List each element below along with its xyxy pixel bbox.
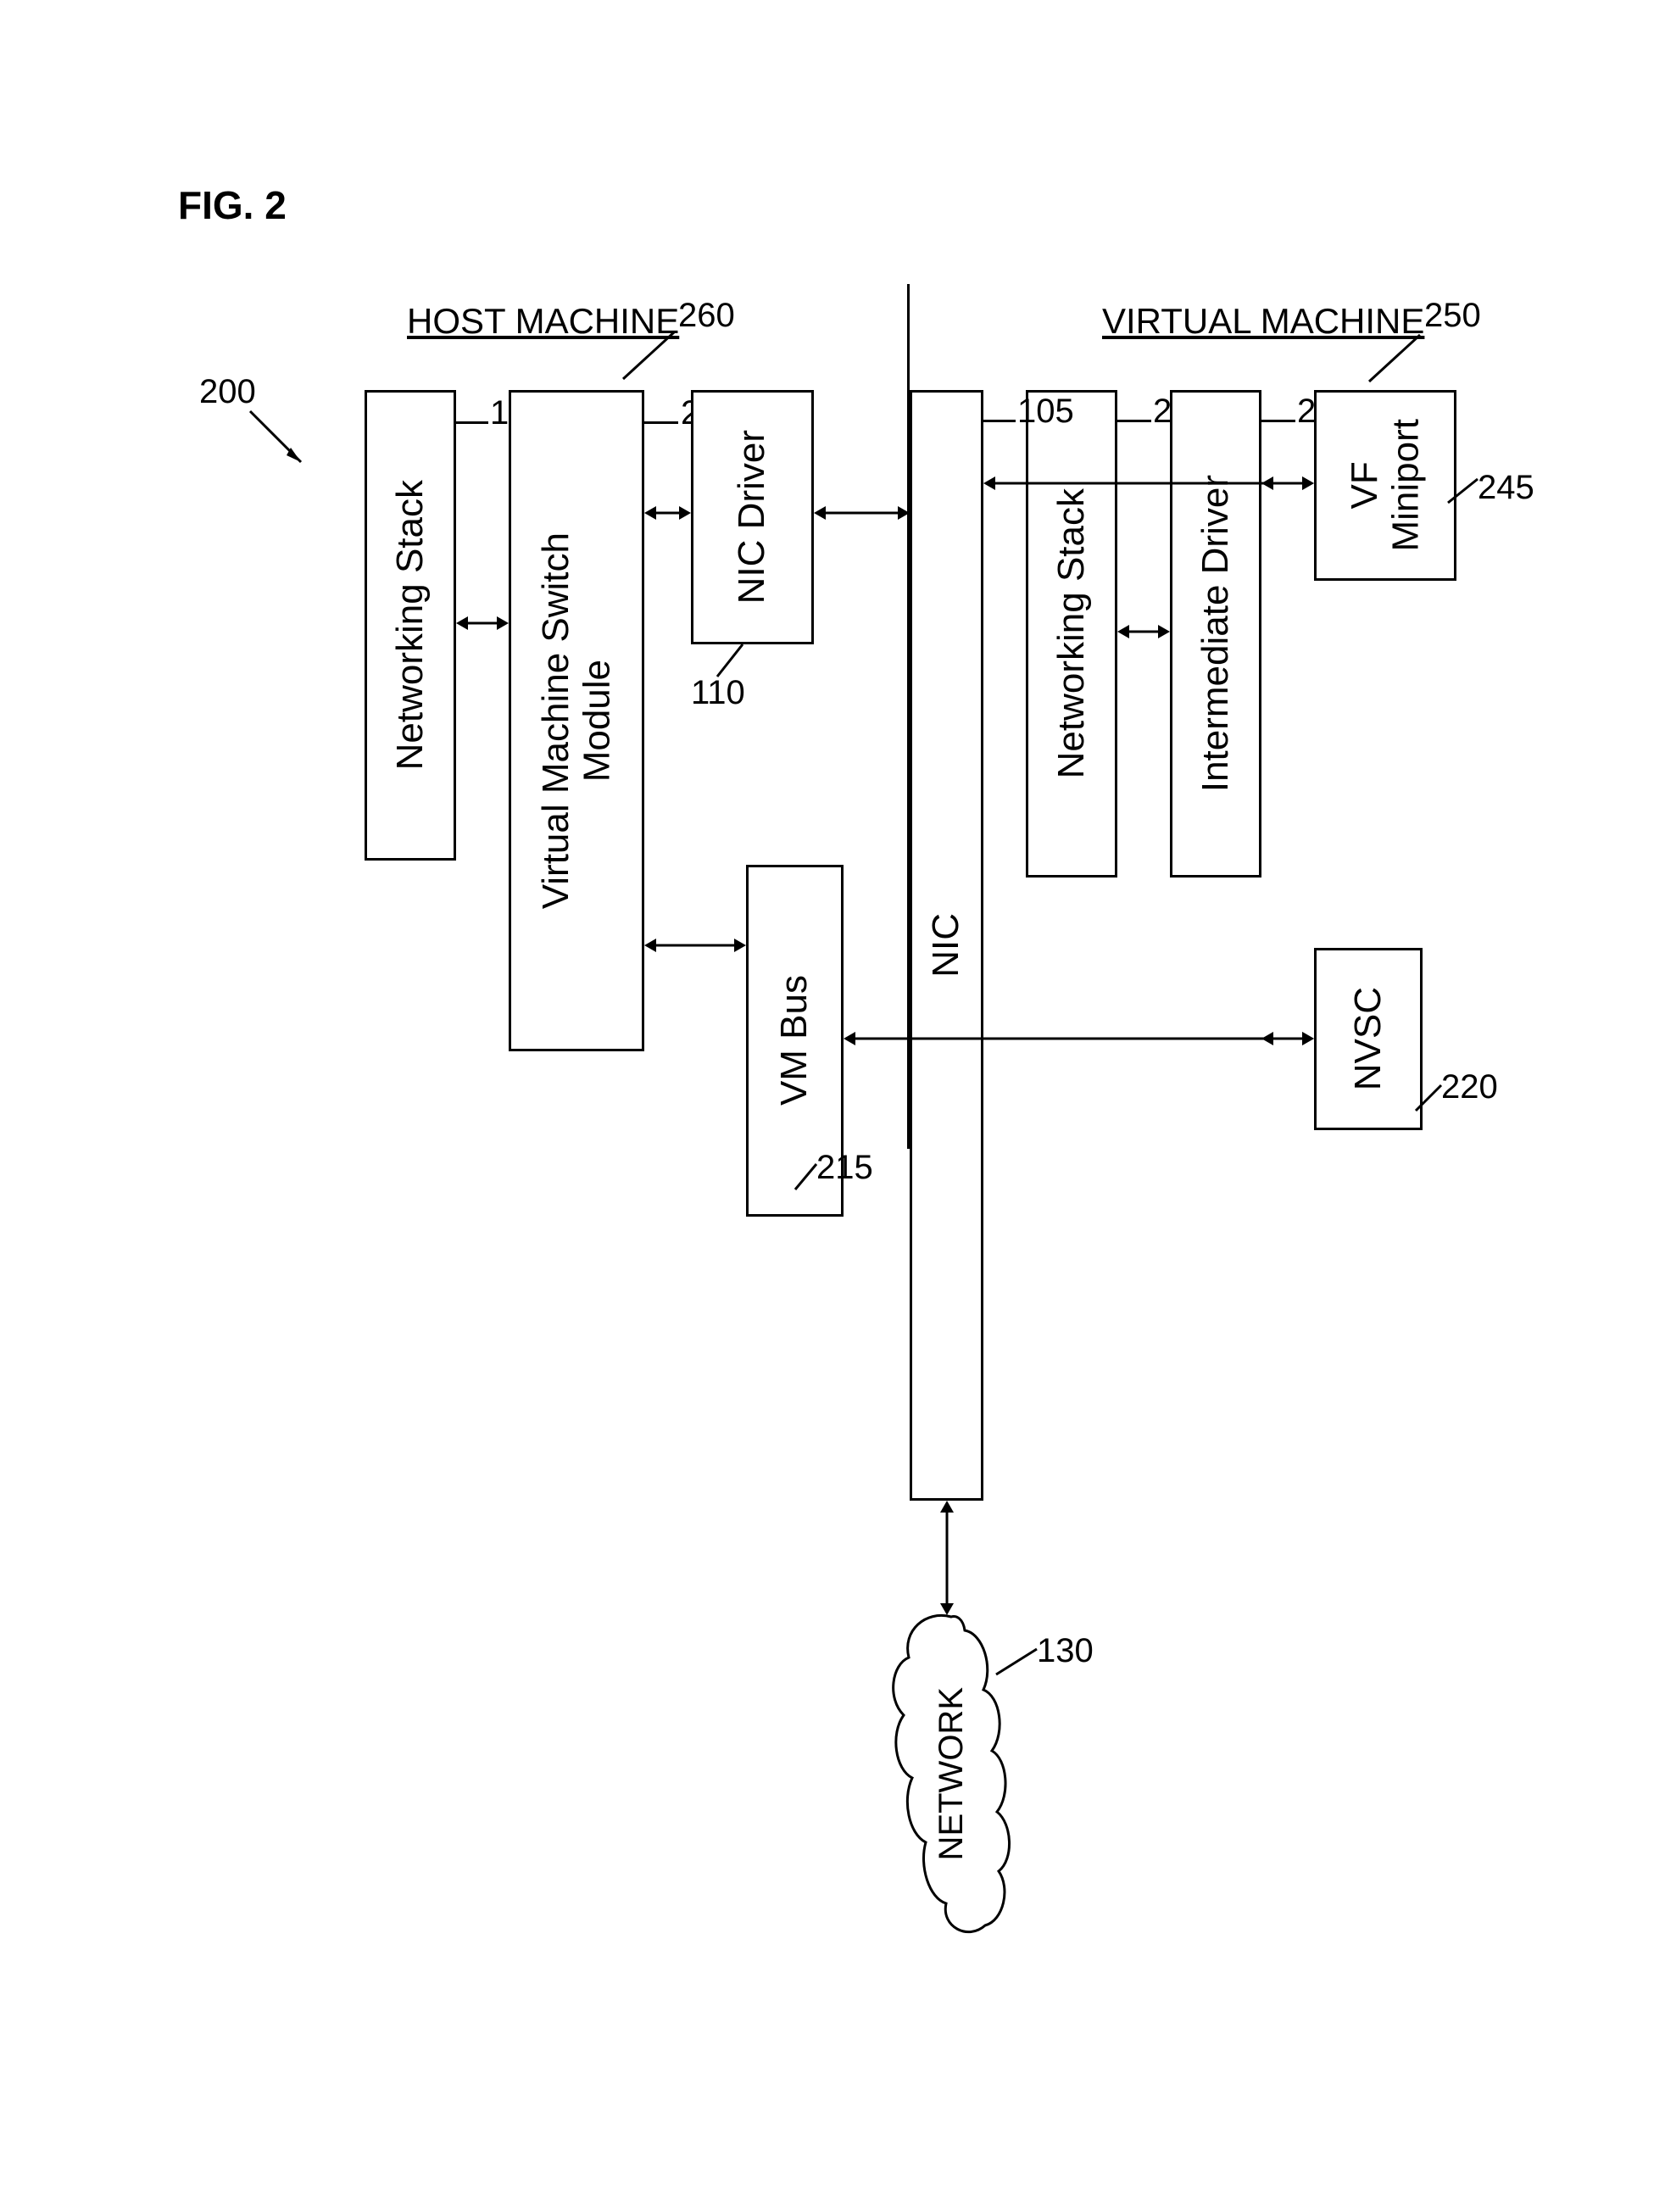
arrow-vmswitch-nicdriver [644,500,691,526]
leader-260 [623,332,682,392]
network-label: NETWORK [933,1687,971,1860]
ref-105: 105 [1017,393,1074,431]
leader-110 [715,644,753,687]
nvsc-label: NVSC [1348,987,1389,1090]
intermediate-driver-label: Intermediate Driver [1195,475,1236,792]
vm-switch-module-box: Virtual Machine Switch Module [509,390,644,1051]
nic-label: NIC [926,913,966,978]
ref-260: 260 [678,297,735,335]
nic-driver-box: NIC Driver [691,390,814,644]
vf-miniport-label: VF Miniport [1345,419,1427,552]
figure-title: FIG. 2 [178,182,287,228]
network-cloud: NETWORK [890,1607,1013,1942]
leader-215 [795,1164,825,1198]
arrow-vfminiport-nic [983,471,1314,496]
arrow-nvsc-intdriver [1261,1026,1314,1051]
leader-130 [996,1649,1043,1683]
arrow-vmbus-nvsc [844,1026,1314,1051]
vm-networking-stack-label: Networking Stack [1051,488,1092,778]
arrow-vmstack-intdriver [1117,619,1170,644]
host-networking-stack-label: Networking Stack [390,480,431,770]
vm-networking-stack-box: Networking Stack [1026,390,1117,878]
leader-220 [1416,1085,1450,1119]
arrow-nicdriver-nic [814,500,910,526]
nic-driver-label: NIC Driver [732,430,772,604]
vf-miniport-box: VF Miniport [1314,390,1456,581]
leader-240 [1117,420,1151,422]
arrow-hoststack-vmswitch [456,610,509,636]
ref-250: 250 [1424,297,1481,335]
ref-220: 220 [1441,1068,1498,1106]
host-networking-stack-box: Networking Stack [365,390,456,861]
intermediate-driver-box: Intermediate Driver [1170,390,1261,878]
arrow-nic-network [934,1501,960,1615]
leader-245 [1448,479,1486,513]
ref-200: 200 [199,373,256,411]
ref-215: 215 [816,1149,873,1187]
nvsc-box: NVSC [1314,948,1423,1130]
leader-250 [1369,335,1428,394]
leader-105 [983,420,1016,422]
ref-130: 130 [1037,1632,1094,1670]
nic-box: NIC [910,390,983,1501]
vm-bus-label: VM Bus [774,975,815,1106]
arrow-vmswitch-vmbus [644,933,746,958]
leader-200 [250,411,318,475]
vm-switch-module-label: Virtual Machine Switch Module [536,532,618,909]
ref-245: 245 [1478,469,1534,507]
diagram-canvas: FIG. 2 200 HOST MACHINE 260 VIRTUAL MACH… [0,0,1665,2212]
leader-235 [1261,420,1295,422]
leader-205 [644,421,678,424]
leader-125 [456,421,488,424]
